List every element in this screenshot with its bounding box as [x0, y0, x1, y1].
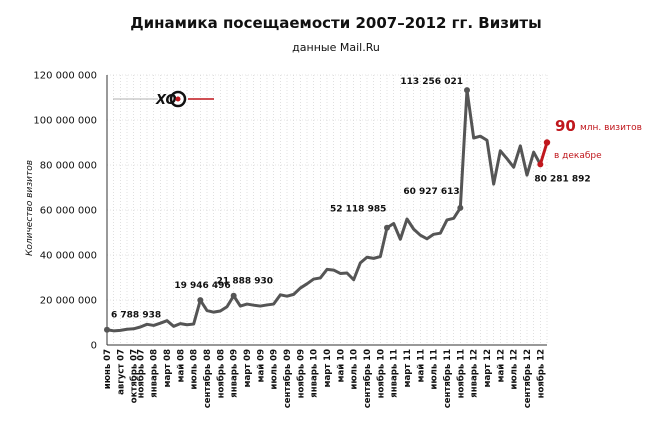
x-tick-label: июль 12 [510, 349, 520, 390]
y-tick-label: 40 000 000 [40, 251, 97, 262]
x-tick-label: ноябрь 11 [455, 349, 466, 398]
x-tick-label: сентябрь 11 [442, 349, 453, 408]
x-tick-label: май 10 [336, 349, 346, 383]
data-label: 113 256 021 [400, 77, 463, 87]
data-label: 52 118 985 [330, 205, 386, 215]
x-tick-label: январь 10 [310, 349, 320, 398]
callout-unit: млн. визитов [580, 123, 642, 133]
x-tick-label: март 12 [483, 349, 493, 388]
data-point-marker [230, 292, 237, 299]
y-tick-label: 0 [91, 341, 97, 352]
y-axis-label: Количество визитов [25, 160, 35, 256]
data-label: 6 788 938 [111, 311, 161, 321]
x-tick-label: март 10 [323, 349, 333, 388]
x-tick-label: март 11 [403, 349, 413, 388]
x-tick-label: май 08 [176, 349, 186, 383]
data-point-marker [464, 87, 470, 94]
data-point-marker [197, 297, 204, 304]
callout-note: в декабре [554, 151, 602, 161]
data-point-marker [104, 326, 110, 333]
x-tick-label: январь 12 [470, 349, 480, 398]
x-tick-label: июль 10 [350, 349, 360, 390]
data-label: 21 888 930 [217, 277, 273, 287]
x-tick-label: июль 09 [270, 349, 280, 390]
x-tick-label: март 08 [163, 349, 173, 388]
x-tick-label: март 09 [243, 349, 253, 388]
x-tick-label: ноябрь 09 [295, 349, 306, 398]
x-tick-label: май 09 [256, 349, 266, 383]
chart-subtitle: данные Mail.Ru [292, 41, 380, 54]
x-tick-label: январь 08 [150, 349, 160, 398]
data-label: 80 281 892 [534, 174, 590, 184]
x-tick-label: январь 09 [230, 349, 240, 398]
x-tick-label: ноябрь 08 [215, 349, 226, 398]
x-tick-label: май 11 [416, 349, 426, 383]
x-tick-label: ноябрь 07 [135, 349, 146, 398]
y-tick-label: 20 000 000 [40, 296, 97, 307]
y-tick-label: 80 000 000 [40, 161, 97, 172]
y-tick-label: 120 000 000 [33, 71, 97, 82]
data-label: 19 946 496 [174, 281, 230, 291]
logo-dot [175, 96, 181, 102]
x-tick-label: июль 08 [190, 349, 200, 390]
y-tick-label: 60 000 000 [40, 206, 97, 217]
x-tick-label: ноябрь 10 [375, 349, 386, 398]
x-tick-label: сентябрь 09 [282, 349, 293, 408]
data-point-marker [537, 161, 544, 168]
series-visits [106, 88, 549, 333]
data-point-marker [543, 139, 551, 146]
x-tick-label: май 12 [496, 349, 506, 383]
x-tick-label: январь 11 [390, 349, 400, 398]
data-label: 60 927 613 [403, 187, 459, 197]
x-tick-label: ноябрь 12 [535, 349, 546, 398]
callout-value: 90 [555, 117, 576, 135]
data-point-marker [457, 204, 464, 211]
x-tick-label: сентябрь 12 [522, 349, 533, 408]
series-line [106, 88, 542, 333]
data-point-marker [384, 224, 390, 231]
x-tick-label: октябрь 07 [129, 349, 140, 403]
series-line-highlight [538, 142, 549, 165]
x-tick-label: июнь 07 [103, 349, 113, 389]
axes [106, 75, 547, 346]
x-tick-label: сентябрь 08 [202, 349, 213, 408]
y-tick-label: 100 000 000 [33, 116, 97, 127]
x-tick-label: август 07 [116, 349, 126, 395]
grid [107, 74, 548, 345]
chart-title: Динамика посещаемости 2007–2012 гг. Визи… [130, 14, 541, 32]
logo-ring [169, 90, 187, 108]
x-tick-label: сентябрь 10 [362, 349, 373, 408]
y-axis: 0 20 000 000 40 000 000 60 000 000 80 000 00… [33, 71, 97, 352]
logo: XO [113, 90, 214, 108]
x-tick-label: июль 11 [430, 349, 440, 390]
